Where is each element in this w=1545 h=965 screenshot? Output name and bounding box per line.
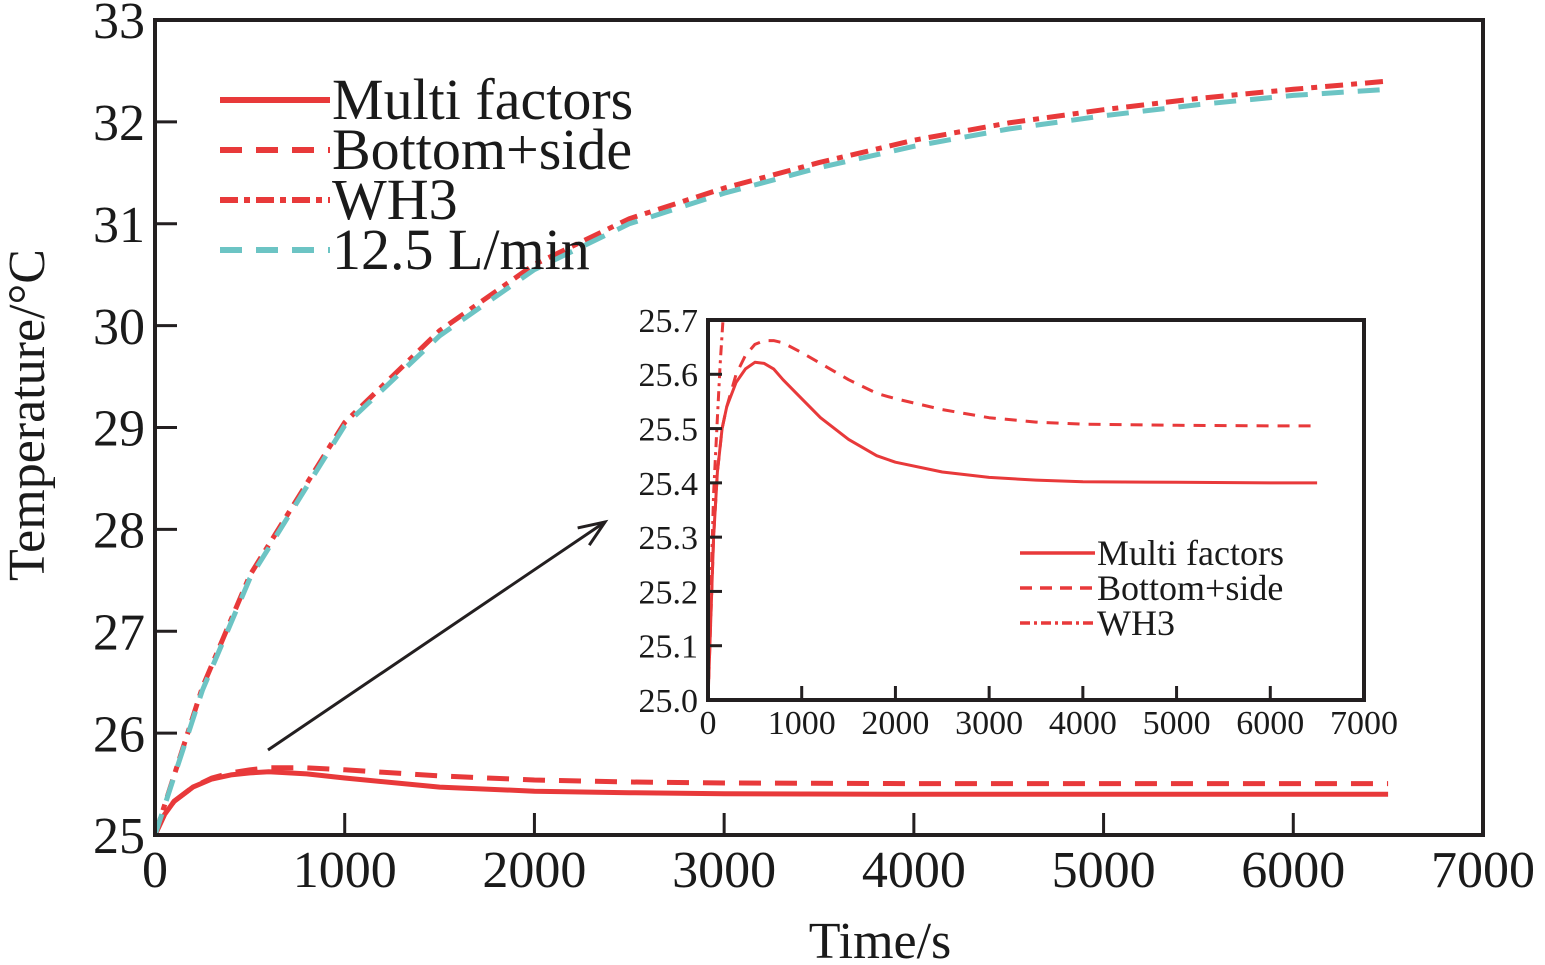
inset-ytick-label: 25.1 <box>639 629 699 666</box>
main-legend-label: Bottom+side <box>332 117 632 182</box>
inset-xtick-label: 2000 <box>861 705 929 742</box>
main-ytick-label: 31 <box>93 197 145 254</box>
inset-ytick-label: 25.4 <box>639 466 699 503</box>
main-legend-label: Multi factors <box>332 67 633 132</box>
inset-series-bottom-side <box>708 339 1318 700</box>
inset-ytick-label: 25.3 <box>639 520 699 557</box>
main-series-bottom-side <box>155 765 1389 835</box>
main-xtick-label: 2000 <box>482 842 586 899</box>
y-axis-title: Temperature/°C <box>0 249 56 581</box>
main-series-multi-factors <box>155 769 1389 835</box>
main-xtick-label: 5000 <box>1052 842 1156 899</box>
inset-tick-labels: 0 1000 2000 3000 4000 5000 6000 7000 25.0 25.1 25.… <box>639 303 1399 742</box>
inset-plot-frame <box>706 318 1366 702</box>
inset-ytick-label: 25.7 <box>639 303 699 340</box>
inset-ticks <box>708 372 1272 700</box>
inset-xtick-label: 3000 <box>955 705 1023 742</box>
inset-legend-label: Bottom+side <box>1097 568 1283 608</box>
inset-ytick-label: 25.2 <box>639 574 699 611</box>
main-ytick-label: 27 <box>93 604 145 661</box>
main-ytick-label: 28 <box>93 503 145 560</box>
main-xtick-label: 3000 <box>672 842 776 899</box>
inset-xtick-label: 0 <box>700 705 717 742</box>
main-xtick-label: 0 <box>142 842 168 899</box>
main-series-group <box>155 78 1389 835</box>
inset-ytick-label: 25.0 <box>639 683 699 720</box>
main-series-12-5-l-min <box>155 86 1389 835</box>
main-tick-labels: 0 1000 2000 3000 4000 5000 6000 7000 25 26 27 28 29 3… <box>93 0 1535 899</box>
inset-series-group <box>708 320 1318 700</box>
arrow-head-icon <box>577 519 609 547</box>
inset-plot: 0 1000 2000 3000 4000 5000 6000 7000 25.0 25.1 25.… <box>618 303 1414 750</box>
x-axis-title: Time/s <box>809 913 952 965</box>
main-xtick-label: 6000 <box>1241 842 1345 899</box>
main-ytick-label: 26 <box>93 706 145 763</box>
inset-series-multi-factors <box>708 360 1318 700</box>
inset-ytick-label: 25.6 <box>639 357 699 394</box>
inset-background <box>618 310 1414 750</box>
zoom-arrow <box>267 519 609 752</box>
inset-xtick-label: 5000 <box>1143 705 1211 742</box>
main-ticks <box>155 120 1295 835</box>
inset-xtick-label: 7000 <box>1330 705 1398 742</box>
inset-xtick-label: 1000 <box>768 705 836 742</box>
main-ytick-label: 32 <box>93 95 145 152</box>
main-ytick-label: 25 <box>93 808 145 865</box>
main-ytick-label: 29 <box>93 401 145 458</box>
inset-xtick-label: 4000 <box>1049 705 1117 742</box>
main-xtick-label: 1000 <box>293 842 397 899</box>
arrow-shaft <box>267 520 606 752</box>
main-legend-label: 12.5 L/min <box>332 217 590 282</box>
main-xtick-label: 7000 <box>1431 842 1535 899</box>
inset-legend-label: WH3 <box>1097 603 1175 643</box>
main-ytick-label: 33 <box>93 0 145 50</box>
inset-legend-label: Multi factors <box>1097 533 1284 573</box>
inset-ytick-label: 25.5 <box>639 411 699 448</box>
main-legend-label: WH3 <box>332 167 458 232</box>
main-xtick-label: 4000 <box>862 842 966 899</box>
inset-xtick-label: 6000 <box>1236 705 1304 742</box>
main-ytick-label: 30 <box>93 299 145 356</box>
